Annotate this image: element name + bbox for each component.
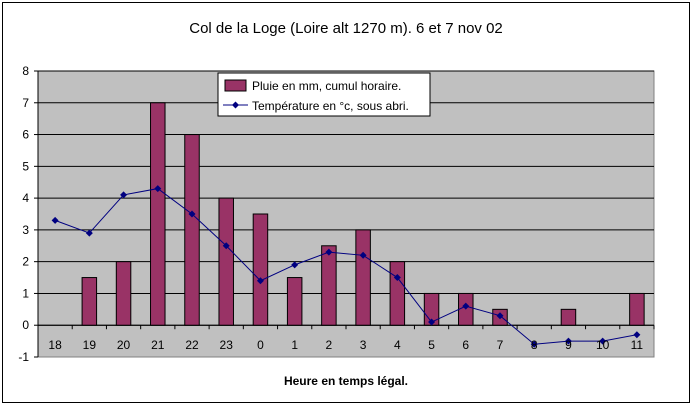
plot-area [37,70,655,358]
temperature-point [222,242,230,250]
x-tick-labels: 18 19 20 21 22 23 0 1 2 3 4 5 6 7 8 9 10 11 [48,338,643,352]
rain-bar [560,308,577,326]
temperature-point [85,229,93,237]
x-tick-label: 18 [48,338,62,352]
legend-label-rain: Pluie en mm, cumul horaire. [252,79,401,93]
temperature-point [291,261,299,269]
temperature-line [51,185,641,348]
temperature-point [393,274,401,282]
legend-label-temperature: Température en °c, sous abri. [252,99,409,113]
y-tick-label: -1 [18,350,29,364]
temperature-point [256,277,264,285]
x-tick-label: 5 [428,338,435,352]
temperature-point [154,185,162,193]
temperature-point [51,216,59,224]
temperature-point [564,337,572,345]
temperature-point [325,248,333,256]
y-tick-labels: -1 0 1 2 3 4 5 6 7 8 [18,64,29,364]
x-tick-label: 23 [220,338,234,352]
legend-box [217,72,431,117]
rain-bar [286,277,303,326]
x-tick-label: 7 [497,338,504,352]
axes [34,70,655,358]
rain-bar [184,134,200,326]
y-tick-label: 3 [22,223,29,237]
rain-bar [321,245,337,326]
rain-bar [389,261,406,326]
x-tick-label: 9 [565,338,572,352]
legend-marker-temperature [232,101,239,109]
temperature-point [428,318,436,326]
x-tick-label: 20 [117,338,131,352]
rain-bars [81,102,645,326]
temperature-point [188,210,196,218]
x-tick-label: 22 [185,338,199,352]
x-tick-label: 19 [83,338,97,352]
temperature-line-path [54,188,637,345]
y-tick-label: 7 [22,96,29,110]
temperature-point [633,331,641,339]
temperature-point [120,191,128,199]
x-axis-label: Heure en temps légal. [284,374,408,388]
chart-title: Col de la Loge (Loire alt 1270 m). 6 et … [189,20,503,37]
x-tick-label: 6 [462,338,469,352]
gridlines [38,70,654,326]
x-tick-label: 3 [360,338,367,352]
rain-bar [629,292,645,326]
rain-bar [355,229,371,326]
y-tick-label: 6 [22,128,29,142]
x-tick-label: 21 [151,338,165,352]
temperature-point [530,340,538,348]
y-tick-label: 1 [22,286,29,300]
x-tick-label: 4 [394,338,401,352]
rain-bar [252,213,269,326]
temperature-point [462,302,470,310]
temperature-point [496,312,504,320]
x-tick-label: 8 [531,338,538,352]
rain-bar [218,197,234,326]
legend-swatch-rain [224,79,247,92]
y-tick-label: 8 [22,64,29,78]
temperature-point [599,337,607,345]
legend: Pluie en mm, cumul horaire. Température … [217,72,431,117]
rain-bar [150,102,166,326]
temperature-point [359,251,367,259]
y-tick-label: 0 [22,318,29,332]
x-tick-label: 1 [291,338,298,352]
y-tick-label: 4 [22,191,29,205]
x-tick-label: 0 [257,338,264,352]
x-tick-label: 11 [631,338,644,352]
y-tick-label: 5 [22,159,29,173]
rain-bar [81,277,98,326]
rain-bar [115,261,132,326]
y-tick-label: 2 [22,255,29,269]
x-tick-label: 10 [596,338,610,352]
x-tick-label: 2 [326,338,333,352]
